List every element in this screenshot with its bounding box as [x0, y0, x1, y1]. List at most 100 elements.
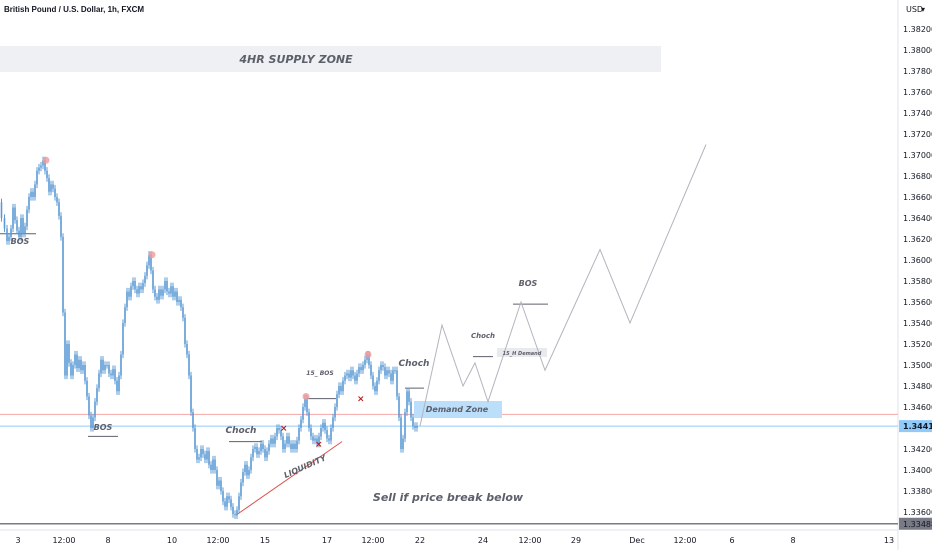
- candle-body: [162, 289, 164, 296]
- candle-body: [48, 178, 50, 192]
- candle-body: [238, 496, 240, 510]
- time-axis[interactable]: 3 12:00 8 10 12:00 15 17 12:00 22 24 12:00 29 Dec 12:…: [15, 536, 894, 545]
- projected-path: [419, 144, 707, 427]
- candle-body: [328, 438, 330, 441]
- y-tick-label: 1.33600: [903, 508, 932, 517]
- candle-body: [130, 286, 132, 297]
- candle-body: [196, 449, 198, 460]
- candle-body: [192, 412, 194, 428]
- candle-body: [106, 365, 108, 366]
- candle-body: [204, 454, 206, 460]
- currency-label[interactable]: USD: [906, 5, 923, 14]
- candle-body: [346, 373, 348, 376]
- candle-body: [186, 344, 188, 355]
- candle-body: [350, 370, 352, 378]
- candle-body: [286, 436, 288, 444]
- candle-body: [244, 464, 246, 473]
- candle-body: [84, 365, 86, 381]
- candle-body: [364, 359, 366, 365]
- candle-body: [228, 496, 230, 500]
- cross-mark-icon: ×: [315, 440, 323, 450]
- y-tick-label: 1.35600: [903, 298, 932, 307]
- candle-body: [6, 228, 8, 242]
- pivot-marker: [42, 156, 50, 164]
- currency-chevron-icon[interactable]: ▾: [921, 5, 925, 14]
- candle-body: [344, 375, 346, 381]
- candle-body: [140, 286, 142, 290]
- candle-body: [212, 459, 214, 470]
- candle-body: [300, 419, 302, 428]
- candle-body: [128, 291, 130, 297]
- candle-body: [374, 386, 376, 392]
- candle-body: [416, 425, 418, 428]
- candle-body: [266, 451, 268, 458]
- y-tick-label: 1.33800: [903, 487, 932, 496]
- x-tick-label: 8: [105, 536, 110, 545]
- candle-body: [166, 281, 168, 292]
- candle-body: [326, 430, 328, 439]
- candle-body: [284, 443, 286, 449]
- candle-body: [380, 365, 382, 371]
- sell-price-label: 1.33488: [903, 520, 932, 529]
- candle-body: [358, 367, 360, 374]
- candle-body: [144, 275, 146, 284]
- candle-body: [94, 401, 96, 418]
- candle-body: [370, 365, 372, 376]
- sell-price-box: [899, 517, 932, 530]
- candle-body: [336, 394, 338, 407]
- candle-body: [124, 307, 126, 323]
- x-tick-label: 12:00: [673, 536, 696, 545]
- demand-15h-box: [497, 348, 547, 357]
- y-tick-label: 1.36000: [903, 256, 932, 265]
- candle-body: [218, 480, 220, 486]
- candle-body: [318, 436, 320, 444]
- candle-body: [60, 215, 62, 237]
- candle-body: [334, 407, 336, 418]
- candle-body: [202, 449, 204, 455]
- candle-body: [382, 365, 384, 368]
- candle-body: [20, 218, 22, 237]
- candle-body: [296, 440, 298, 449]
- candle-body: [396, 370, 398, 397]
- y-tick-label: 1.35800: [903, 277, 932, 286]
- pivot-marker: [302, 393, 310, 400]
- x-tick-label: 6: [729, 536, 734, 545]
- candle-body: [108, 365, 110, 374]
- candle-body: [16, 220, 18, 231]
- candle-body: [280, 430, 282, 437]
- candle-body: [180, 299, 182, 308]
- candle-body: [210, 464, 212, 470]
- y-tick-label: 1.37200: [903, 130, 932, 139]
- candle-body: [82, 365, 84, 371]
- candle-body: [246, 464, 248, 476]
- candle-body: [200, 449, 202, 458]
- x-tick-label: 13: [884, 536, 894, 545]
- demand-zone-box: [414, 401, 502, 418]
- liquidity-trendline: [235, 441, 343, 516]
- candle-body: [98, 373, 100, 389]
- candle-body: [54, 188, 56, 197]
- candle-body: [150, 254, 152, 271]
- candle-body: [258, 451, 260, 455]
- x-tick-label: Dec: [629, 536, 644, 545]
- y-tick-label: 1.36600: [903, 193, 932, 202]
- candle-body: [292, 443, 294, 449]
- y-tick-label: 1.35200: [903, 340, 932, 349]
- candle-body: [72, 365, 74, 376]
- candle-body: [160, 289, 162, 296]
- candle-body: [314, 438, 316, 441]
- supply-zone-box: [0, 46, 661, 72]
- candle-body: [312, 436, 314, 441]
- candle-body: [136, 289, 138, 294]
- level-lines: [0, 233, 898, 525]
- candle-body: [126, 291, 128, 308]
- candle-body: [194, 428, 196, 449]
- x-tick-label: 8: [790, 536, 795, 545]
- price-axis[interactable]: 1.38200 1.38000 1.37800 1.37600 1.37400 1.372…: [899, 25, 932, 530]
- candle-body: [0, 202, 3, 218]
- candle-body: [406, 391, 408, 413]
- cross-mark-icon: ×: [280, 424, 288, 434]
- candle-body: [146, 265, 148, 276]
